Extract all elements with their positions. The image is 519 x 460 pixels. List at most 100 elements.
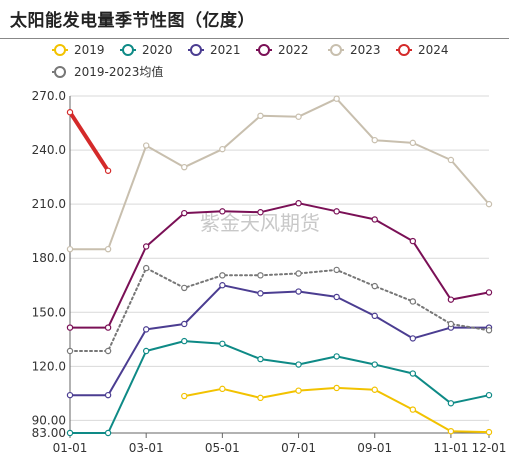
series-line-2019 <box>183 386 490 434</box>
legend: 2019 2020 2021 2022 2023 2024 2019-2023均值 <box>52 43 449 79</box>
series-2022 <box>66 200 493 331</box>
data-point <box>104 167 112 174</box>
series-2021 <box>66 282 493 399</box>
data-point <box>142 243 150 250</box>
legend-label: 2023 <box>350 43 381 57</box>
data-point <box>447 400 455 407</box>
data-point <box>219 272 226 279</box>
y-tick-label: 83.00 <box>32 426 66 440</box>
data-point <box>104 347 112 355</box>
series-2020 <box>66 337 493 437</box>
data-point <box>485 289 493 296</box>
y-tick-label: 210.0 <box>32 197 66 211</box>
data-point <box>181 163 188 171</box>
data-point <box>66 347 74 355</box>
legend-label: 2020 <box>142 43 173 57</box>
data-point <box>485 327 493 334</box>
series-line-2021 <box>69 284 490 397</box>
data-point <box>409 298 417 305</box>
y-tick-label: 180.0 <box>32 251 66 265</box>
x-tick-label: 03-01 <box>129 441 164 455</box>
data-point <box>333 95 340 102</box>
data-point <box>295 200 302 207</box>
data-point <box>66 324 74 331</box>
data-point <box>257 209 264 216</box>
legend-label: 2019-2023均值 <box>74 64 163 79</box>
data-point <box>409 370 417 377</box>
data-point <box>485 428 493 436</box>
legend-item-2021: 2021 <box>188 43 241 57</box>
data-point <box>371 216 378 223</box>
data-point <box>257 394 264 402</box>
data-point <box>257 112 264 120</box>
data-point <box>333 208 340 215</box>
data-point <box>104 391 112 399</box>
data-point <box>333 353 340 360</box>
data-point <box>142 142 150 149</box>
series-layer <box>66 95 493 437</box>
data-point <box>409 139 417 147</box>
data-point <box>181 392 188 400</box>
x-tick-label: 11-01 <box>433 441 468 455</box>
data-point <box>485 200 493 208</box>
data-point <box>142 264 150 272</box>
data-point <box>66 109 74 116</box>
data-point <box>219 340 226 347</box>
data-point <box>257 272 264 279</box>
data-point <box>219 282 226 289</box>
data-point <box>219 385 226 393</box>
legend-marker <box>122 44 134 56</box>
series-line-2023 <box>69 97 490 251</box>
legend-marker <box>54 66 66 78</box>
data-point <box>371 282 378 290</box>
data-point <box>181 337 188 345</box>
legend-label: 2019 <box>74 43 105 57</box>
data-point <box>371 361 378 368</box>
x-tick-label: 12-01 <box>472 441 507 455</box>
series-line-2019-2023 <box>69 267 490 352</box>
data-point <box>104 245 112 253</box>
y-tick-label: 150.0 <box>32 305 66 319</box>
data-point <box>295 288 302 295</box>
legend-item-2023: 2023 <box>328 43 381 57</box>
data-point <box>371 386 378 393</box>
data-point <box>371 136 378 144</box>
data-point <box>181 320 188 328</box>
y-tick-label: 240.0 <box>32 143 66 157</box>
legend-item-2019-2023: 2019-2023均值 <box>52 64 163 79</box>
legend-item-2024: 2024 <box>396 43 449 57</box>
title-divider <box>0 38 509 39</box>
data-point <box>181 209 188 217</box>
data-point <box>104 429 112 437</box>
data-point <box>333 384 340 392</box>
x-tick-label: 09-01 <box>357 441 392 455</box>
data-point <box>295 361 302 368</box>
data-point <box>409 406 417 413</box>
x-tick-label: 05-01 <box>205 441 240 455</box>
legend-marker <box>54 44 66 56</box>
data-point <box>66 391 74 399</box>
legend-item-2022: 2022 <box>256 43 309 57</box>
data-point <box>66 429 74 437</box>
data-point <box>142 347 150 355</box>
data-point <box>447 320 455 328</box>
data-point <box>104 324 112 331</box>
chart-title: 太阳能发电量季节性图（亿度） <box>10 11 255 31</box>
y-tick-label: 90.00 <box>32 413 66 427</box>
grid-layer <box>70 95 489 434</box>
legend-item-2020: 2020 <box>120 43 173 57</box>
data-point <box>333 266 340 274</box>
data-point <box>219 145 226 153</box>
y-tick-label: 120.0 <box>32 359 66 373</box>
series-2023 <box>66 95 493 253</box>
data-point <box>447 427 455 435</box>
data-point <box>333 293 340 301</box>
legend-marker <box>258 44 270 56</box>
legend-label: 2022 <box>278 43 309 57</box>
data-point <box>371 312 378 320</box>
data-point <box>447 156 455 164</box>
data-point <box>257 355 264 363</box>
data-point <box>485 391 493 399</box>
